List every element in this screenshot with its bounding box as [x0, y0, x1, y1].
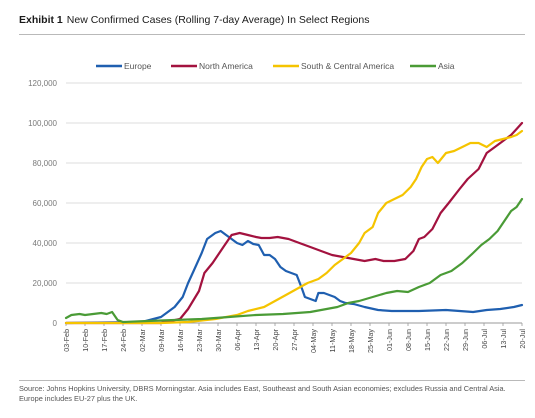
legend-label: North America: [199, 61, 253, 71]
x-tick-label: 15-Jun: [423, 329, 432, 351]
y-tick-label: 120,000: [28, 79, 57, 88]
exhibit-label: Exhibit 1: [19, 14, 63, 26]
y-tick-label: 100,000: [28, 119, 57, 128]
x-tick-label: 13-Apr: [252, 328, 261, 350]
x-tick-label: 09-Mar: [157, 328, 166, 351]
x-tick-label: 23-Mar: [195, 328, 204, 351]
x-tick-label: 25-May: [366, 329, 375, 353]
x-tick-label: 11-May: [328, 329, 337, 353]
y-tick-label: 60,000: [33, 199, 58, 208]
series-line-europe: [64, 229, 524, 325]
x-tick-label: 27-Apr: [290, 328, 299, 350]
x-tick-label: 17-Feb: [100, 329, 109, 352]
x-tick-label: 01-Jun: [385, 329, 394, 351]
x-tick-label: 24-Feb: [119, 329, 128, 352]
x-tick-label: 06-Apr: [233, 328, 242, 350]
x-tick-label: 04-May: [309, 329, 318, 353]
y-tick-label: 20,000: [33, 279, 58, 288]
source-line-1: Source: Johns Hopkins University, DBRS M…: [19, 384, 506, 393]
x-tick-label: 03-Feb: [62, 329, 71, 352]
x-tick-label: 22-Jun: [442, 329, 451, 351]
chart-title: New Confirmed Cases (Rolling 7-day Avera…: [66, 14, 370, 26]
exhibit-header: Exhibit 1 New Confirmed Cases (Rolling 7-…: [19, 14, 525, 26]
y-tick-label: 0: [53, 319, 58, 328]
y-axis: 0 20,000 40,000 60,000 80,000 100,000 120,000: [28, 79, 57, 328]
x-tick-label: 16-Mar: [176, 328, 185, 351]
footer-rule: [19, 380, 525, 381]
y-tick-label: 40,000: [33, 239, 58, 248]
x-tick-label: 06-Jul: [480, 329, 489, 349]
legend-label: Europe: [124, 61, 152, 71]
chart-legend: Europe North America South & Central Ameri…: [96, 61, 455, 71]
x-tick-label: 08-Jun: [404, 329, 413, 351]
y-tick-label: 80,000: [33, 159, 58, 168]
source-note: Source: Johns Hopkins University, DBRS M…: [19, 384, 525, 404]
legend-label: South & Central America: [301, 61, 394, 71]
x-tick-label: 20-Jul: [518, 329, 527, 349]
x-tick-label: 20-Apr: [271, 328, 280, 350]
x-tick-label: 30-Mar: [214, 328, 223, 351]
series-line-north-america: [64, 121, 524, 325]
x-tick-label: 02-Mar: [138, 328, 147, 351]
x-tick-label: 18-May: [347, 329, 356, 353]
header-rule: [19, 34, 525, 35]
legend-label: Asia: [438, 61, 455, 71]
series-line-south-central-america: [64, 129, 524, 325]
chart-gridlines: [66, 82, 522, 284]
x-tick-label: 10-Feb: [81, 329, 90, 352]
x-tick-label: 13-Jul: [499, 329, 508, 349]
chart-series: [64, 121, 524, 325]
x-tick-label: 29-Jun: [461, 329, 470, 351]
series-line-asia: [64, 197, 524, 324]
x-axis: 03-Feb 10-Feb 17-Feb 24-Feb 02-Mar 09-Mar 16-M…: [62, 322, 527, 353]
source-line-2: Europe includes EU-27 plus the UK.: [19, 394, 138, 403]
